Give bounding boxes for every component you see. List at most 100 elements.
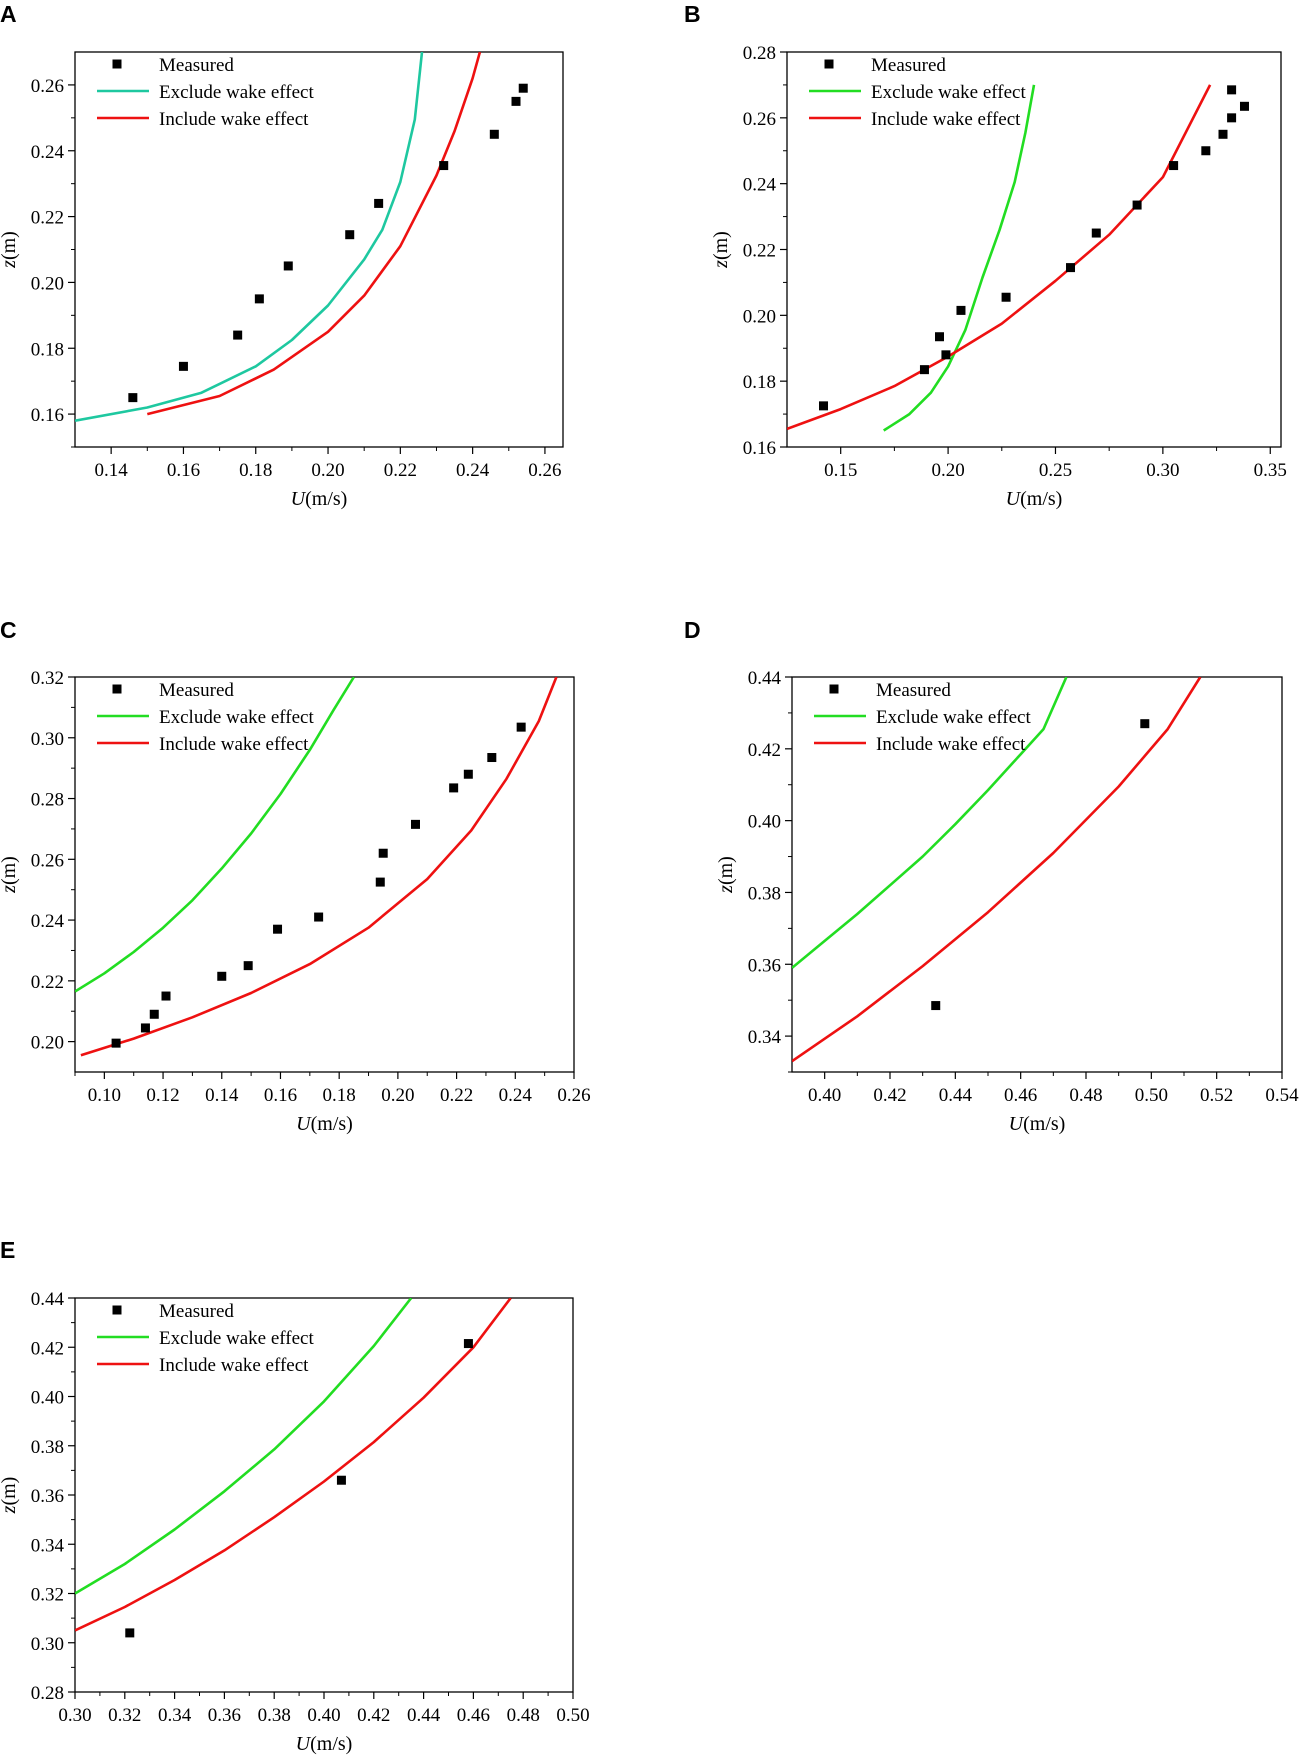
measured-point [1169,161,1179,171]
y-tick-label: 0.38 [31,1437,64,1458]
measured-point [463,1339,473,1349]
x-tick-label: 0.30 [58,1705,91,1726]
measured-point [254,294,264,304]
y-tick-label: 0.36 [748,955,781,976]
x-tick-label: 0.44 [407,1705,441,1726]
measured-point [941,350,951,360]
y-axis-title: z(m) [0,1477,20,1515]
measured-point [449,783,459,793]
measured-point [125,1628,135,1638]
legend: Measured Exclude wake effect Include wake … [814,680,1031,755]
x-axis-title: U(m/s) [291,488,348,510]
measured-point [1140,719,1150,729]
panel-letter: C [0,617,17,643]
x-tick-label: 0.40 [307,1705,340,1726]
y-axis-title: z(m) [715,856,737,894]
measured-point [489,129,499,139]
x-tick-label: 0.46 [457,1705,490,1726]
plot-frame [791,676,1283,1073]
legend: Measured Exclude wake effect Include wake … [97,680,314,755]
measured-point [336,1475,346,1485]
plot-frame [74,51,564,448]
y-tick-label: 0.32 [31,668,64,689]
x-tick-label: 0.10 [88,1085,121,1106]
x-tick-label: 0.14 [205,1085,239,1106]
x-tick-label: 0.36 [208,1705,241,1726]
measured-point [1227,85,1237,95]
legend-measured-marker [112,684,122,694]
y-tick-label: 0.42 [31,1338,64,1359]
x-tick-label: 0.50 [1135,1085,1168,1106]
x-tick-label: 0.52 [1200,1085,1233,1106]
y-tick-label: 0.26 [31,76,64,97]
x-axis-unit: (m/s) [311,1113,353,1135]
x-tick-label: 0.40 [808,1085,841,1106]
measured-point [178,361,188,371]
include-wake-curve [146,52,482,416]
x-tick-label: 0.12 [146,1085,179,1106]
x-axis-title: U(m/s) [296,1733,353,1755]
x-tick-label: 0.16 [167,460,200,481]
exclude-wake-curve [75,677,356,993]
measured-point [233,330,243,340]
y-tick-label: 0.44 [31,1289,65,1310]
x-tick-label: 0.18 [239,460,272,481]
y-tick-label: 0.32 [31,1585,64,1606]
y-tick-label: 0.16 [743,438,776,459]
measured-point [243,961,253,971]
y-tick-label: 0.18 [743,372,776,393]
y-tick-label: 0.20 [31,273,64,294]
y-axis-unit: (m) [0,856,20,885]
x-tick-label: 0.30 [1146,460,1179,481]
measured-point [374,198,384,208]
x-tick-label: 0.34 [158,1705,192,1726]
legend-measured-label: Measured [159,1301,234,1322]
measured-point [1132,200,1142,210]
y-tick-label: 0.28 [743,43,776,64]
y-tick-label: 0.24 [31,911,65,932]
legend-measured-label: Measured [871,55,946,76]
exclude-wake-curve [75,52,424,422]
x-axis-symbol: U [1009,1113,1025,1135]
legend: Measured Exclude wake effect Include wake … [809,55,1026,130]
panel-a: A 0.14 0.16 0.18 0.20 0.22 0.24 0.26 0.16 0.18 0.2… [0,1,564,510]
legend-exclude-label: Exclude wake effect [871,82,1026,103]
x-tick-label: 0.35 [1254,460,1287,481]
measured-point [518,83,528,93]
measured-point [487,753,497,763]
legend-measured-label: Measured [876,680,951,701]
panel-d: D 0.40 0.42 0.44 0.46 0.48 0.50 0.52 0.54 0.34 0.3… [684,617,1299,1135]
panel-c: C 0.10 0.12 0.14 0.16 0.18 0.20 0.22 0.24 0.26 0.2… [0,617,591,1135]
x-axis-symbol: U [296,1113,312,1135]
measured-point [1091,228,1101,238]
y-tick-label: 0.26 [31,850,64,871]
y-axis-title: z(m) [710,231,732,269]
y-tick-label: 0.36 [31,1486,64,1507]
x-axis-symbol: U [1006,488,1022,510]
measured-point [273,924,283,934]
y-tick-label: 0.22 [31,972,64,993]
legend-include-label: Include wake effect [159,734,309,755]
x-axis-title: U(m/s) [1006,488,1063,510]
y-tick-label: 0.40 [748,812,781,833]
measured-point [314,912,324,922]
x-axis-title: U(m/s) [1009,1113,1066,1135]
plot-frame [786,51,1282,448]
measured-point [410,819,420,829]
legend-exclude-label: Exclude wake effect [159,1328,314,1349]
x-axis-title: U(m/s) [296,1113,353,1135]
measured-point [283,261,293,271]
measured-point [511,96,521,106]
x-tick-label: 0.48 [1069,1085,1102,1106]
y-axis-unit: (m) [0,1477,20,1506]
y-axis-symbol: z [715,885,737,894]
x-tick-label: 0.18 [323,1085,356,1106]
legend-exclude-label: Exclude wake effect [876,707,1031,728]
x-tick-label: 0.44 [939,1085,973,1106]
legend-measured-label: Measured [159,55,234,76]
x-tick-label: 0.14 [95,460,129,481]
measured-point [931,1001,941,1011]
legend-include-label: Include wake effect [876,734,1026,755]
y-tick-label: 0.20 [31,1033,64,1054]
legend-include-label: Include wake effect [159,109,309,130]
